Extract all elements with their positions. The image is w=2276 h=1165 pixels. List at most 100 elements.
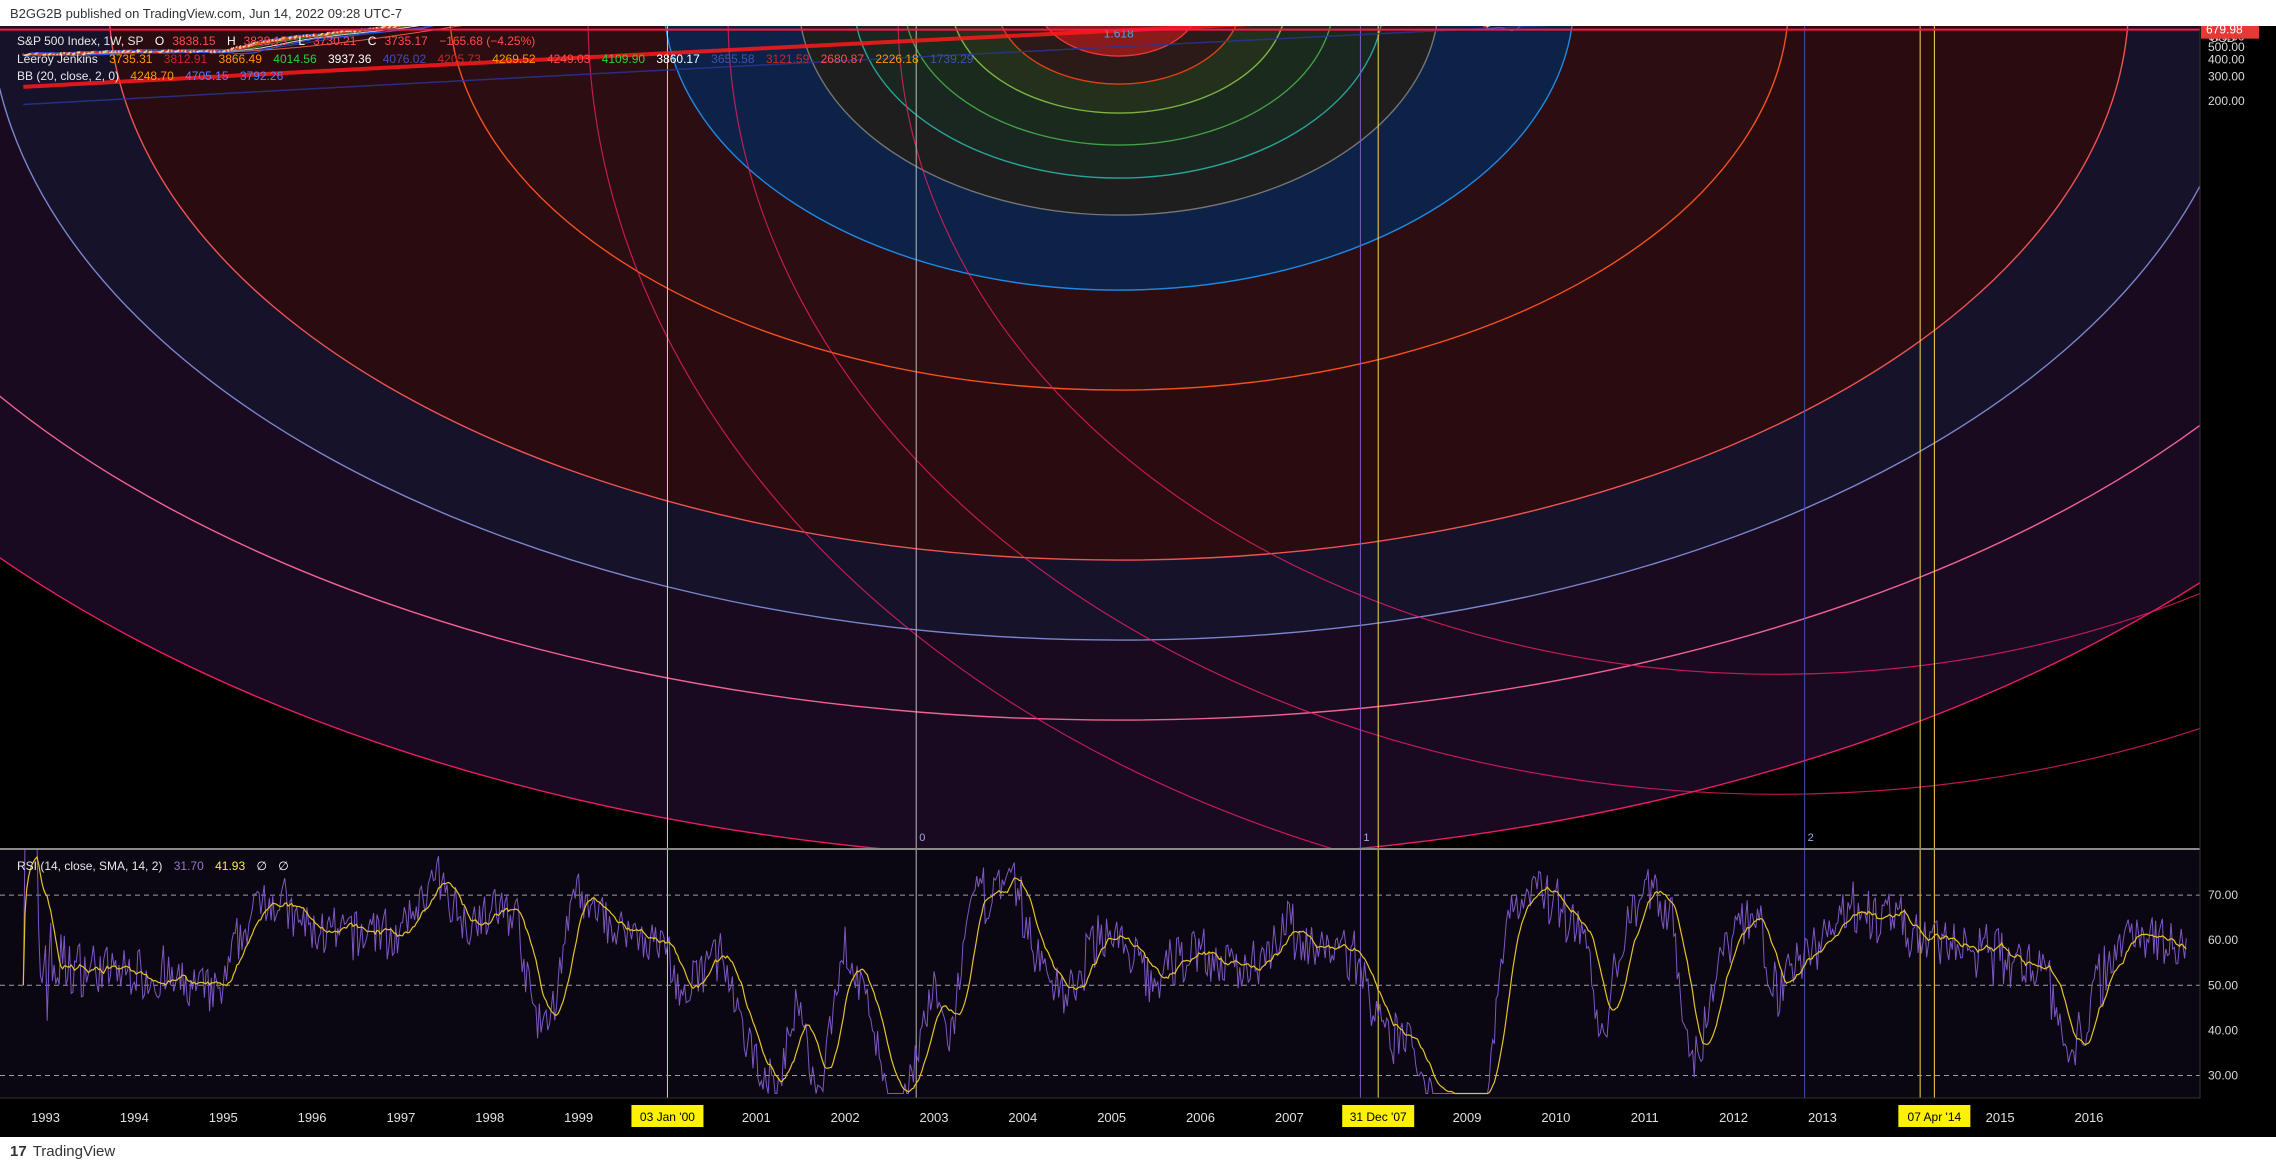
legend-l-label: L (298, 34, 306, 48)
candle-body (192, 50, 196, 52)
candle-body (351, 30, 355, 33)
rsi-level-lines (0, 894, 2200, 1076)
pane-separator[interactable] (0, 848, 2276, 850)
bb-upper: 4705.15 (185, 69, 229, 83)
time-tick-label: 2007 (1275, 1110, 1304, 1125)
candle-body (100, 51, 104, 54)
candle-body (391, 26, 394, 27)
main-legend[interactable]: S&P 500 Index, 1W, SP O 3838.15 H 3838.15 … (17, 34, 543, 48)
candle-body (223, 50, 227, 52)
candle-body (155, 51, 158, 53)
candle-body (293, 36, 297, 39)
candle-body (358, 30, 362, 32)
time-axis[interactable]: 1993 1994 1995 1996 1997 1998 1999 2001 2002 2003… (0, 1097, 2276, 1137)
candle-body (250, 43, 254, 45)
fib-time-label: 1 (1363, 832, 1369, 844)
candle-body (170, 50, 174, 52)
candle-body (377, 27, 381, 29)
candle-body (51, 52, 54, 55)
candle-body (45, 54, 49, 56)
candle-body (33, 53, 37, 55)
candle-body (115, 51, 119, 53)
leeroy-value-1: 3735.31 (109, 52, 153, 66)
price-axis[interactable]: USD 200.00300.00400.00500.00600.00700.00… (2199, 26, 2276, 1098)
time-tick-label: 2015 (1986, 1110, 2015, 1125)
candle-body (225, 50, 228, 52)
candle-body (105, 50, 109, 52)
time-tick-label: 2009 (1453, 1110, 1482, 1125)
candle-body (73, 52, 76, 55)
leeroy-value-12: 3655.58 (711, 52, 755, 66)
ma-line (23, 26, 463, 56)
candlesticks (22, 26, 1490, 57)
legend-h-label: H (226, 34, 236, 48)
rsi-legend[interactable]: RSI (14, close, SMA, 14, 2) 31.70 41.93 … (17, 859, 297, 873)
candle-body (98, 51, 102, 54)
candle-body (119, 51, 123, 53)
candle-body (394, 26, 398, 27)
candle-body (150, 51, 153, 53)
candle-body (136, 50, 140, 53)
candle-body (300, 36, 304, 38)
candle-body (28, 53, 32, 55)
leeroy-value-5: 3937.36 (328, 52, 372, 66)
candle-body (25, 54, 29, 56)
vertical-lines: 0 1 2 (666, 26, 1935, 848)
date-badge (631, 1105, 704, 1127)
candle-body (56, 54, 59, 56)
chart-canvas[interactable]: 012 0.2360.3820.50.6180.78611.618 USD 20… (0, 26, 2276, 1137)
time-axis-background (0, 1098, 2276, 1137)
candle-body (179, 50, 182, 52)
candle-body (104, 51, 107, 53)
leeroy-value-2: 3812.91 (163, 52, 208, 66)
candle-body (385, 26, 389, 28)
candle-body (305, 34, 309, 37)
candle-body (244, 45, 247, 47)
date-badge (1342, 1105, 1415, 1127)
candle-body (97, 53, 100, 55)
candle-body (266, 41, 269, 43)
rsi-ticks: 30.00 40.00 50.00 60.00 70.00 (2208, 888, 2238, 1082)
candle-body (151, 51, 155, 53)
time-tick-label: 2006 (1186, 1110, 1215, 1125)
ma-line (23, 26, 1254, 89)
price-tick-label: 400.00 (2208, 53, 2245, 67)
candle-body (341, 30, 345, 32)
tradingview-logo[interactable]: 17 TradingView (10, 1143, 115, 1160)
candle-body (177, 50, 181, 52)
candle-body (61, 52, 64, 54)
rsi-na-1: ∅ (256, 859, 267, 873)
date-badge (1898, 1105, 1971, 1127)
price-tick-label: 500.00 (2208, 40, 2245, 54)
fib-ring-secondary-2 (897, 26, 2200, 675)
bb-lower: 3792.26 (239, 69, 284, 83)
candle-body (256, 42, 259, 44)
leeroy-legend[interactable]: Leeroy Jenkins 3735.31 3812.91 3866.49 4… (17, 52, 981, 66)
fib-circles (0, 26, 2200, 848)
candle-body (290, 36, 293, 38)
candle-body (182, 50, 186, 52)
candle-body (1484, 26, 1488, 27)
candle-body (242, 46, 246, 48)
candle-body (201, 50, 205, 52)
candle-body (216, 50, 220, 52)
candle-body (68, 52, 71, 54)
candle-body (163, 49, 167, 52)
candle-body (261, 42, 264, 44)
candle-body (309, 35, 312, 37)
time-tick-label: 1999 (564, 1110, 593, 1125)
bb-legend[interactable]: BB (20, close, 2, 0) 4248.70 4705.15 379… (17, 69, 291, 83)
candle-body (254, 42, 257, 44)
leeroy-value-7: 4205.73 (437, 52, 481, 66)
candle-body (44, 54, 47, 56)
candle-body (168, 50, 172, 52)
fib-level-labels: 0.2360.3820.50.6180.78611.618 (1104, 27, 1134, 41)
candle-body (194, 50, 198, 52)
candle-body (262, 40, 266, 43)
leeroy-value-3: 3866.49 (218, 52, 262, 66)
candle-body (310, 35, 314, 37)
candle-body (331, 32, 334, 34)
candle-body (160, 50, 164, 53)
price-pane: 0 1 2 0.2360.3820.50.6180.78611.618 (0, 26, 2200, 848)
candle-body (276, 39, 280, 41)
